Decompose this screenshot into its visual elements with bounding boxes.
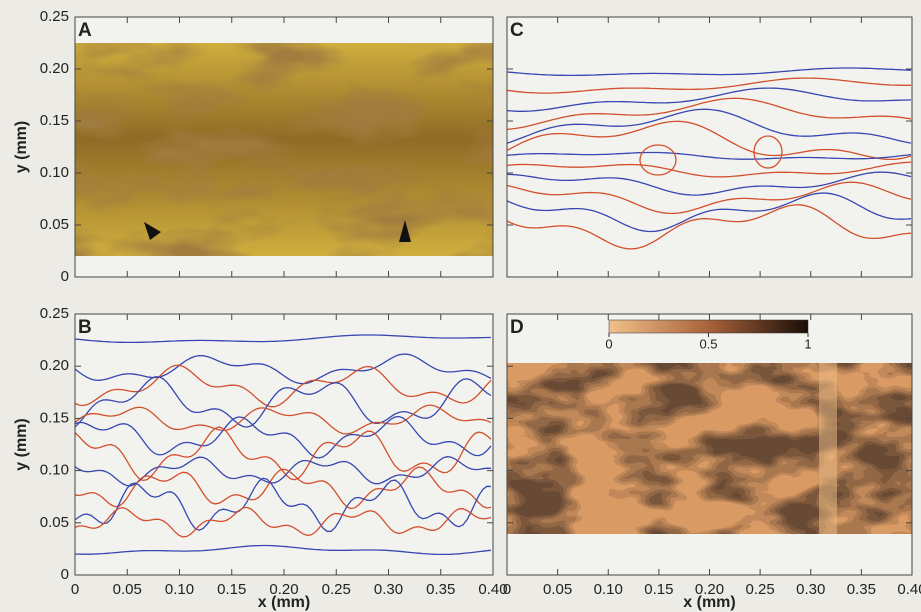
y-tick-label: 0.25 <box>40 8 69 25</box>
contour-line <box>75 376 492 428</box>
y-tick-label: 0.10 <box>40 462 69 479</box>
x-tick-label: 0.10 <box>165 581 194 598</box>
y-tick-label: 0.20 <box>40 357 69 374</box>
x-tick-label: 0.20 <box>269 581 298 598</box>
y-axis-label: y (mm) <box>13 121 30 173</box>
panel: 0 0.05 0.10 0.15 0.20 0.25 0.30 0.35 0.40 Dx (mm)… <box>503 313 921 611</box>
colorbar-tick-label: 1 <box>804 336 811 351</box>
x-tick-label: 0.25 <box>322 581 351 598</box>
contour-line <box>507 151 912 160</box>
x-tick-label: 0.40 <box>478 581 507 598</box>
x-tick-label: 0.30 <box>796 581 825 598</box>
image-stripe <box>819 363 837 534</box>
contour-loop <box>753 135 783 169</box>
x-tick-label: 0 <box>71 581 79 598</box>
contour-line <box>507 67 912 77</box>
plot-content <box>507 67 912 250</box>
x-tick-label: 0.35 <box>426 581 455 598</box>
y-tick-label: 0.25 <box>40 305 69 322</box>
colorbar <box>608 319 809 334</box>
y-tick-label: 0.20 <box>40 60 69 77</box>
y-axis-label: y (mm) <box>13 418 30 470</box>
x-tick-label: 0.30 <box>374 581 403 598</box>
contour-line <box>75 466 492 510</box>
x-tick-label: 0.10 <box>594 581 623 598</box>
contour-line <box>75 364 492 408</box>
y-tick-label: 0.15 <box>40 409 69 426</box>
contour-line <box>75 506 492 538</box>
contour-line <box>507 87 912 112</box>
plot-content <box>75 43 493 256</box>
x-tick-label: 0.40 <box>897 581 921 598</box>
x-tick-label: 0.25 <box>746 581 775 598</box>
x-axis-label: x (mm) <box>683 594 735 611</box>
x-tick-label: 0.05 <box>543 581 572 598</box>
contour-line <box>75 404 492 435</box>
contour-line <box>75 426 492 482</box>
panel-label: C <box>510 20 524 41</box>
contour-line <box>75 544 492 556</box>
contour-loop <box>639 144 677 176</box>
y-tick-label: 0 <box>61 268 69 285</box>
x-tick-label: 0.35 <box>847 581 876 598</box>
arrowhead <box>399 220 411 242</box>
contour-line <box>507 77 911 94</box>
x-axis-label: x (mm) <box>258 594 310 611</box>
contour-line <box>75 334 491 344</box>
panel-label: A <box>78 20 92 41</box>
x-tick-label: 0.05 <box>113 581 142 598</box>
contour-line <box>507 181 912 215</box>
x-tick-label: 0.15 <box>644 581 673 598</box>
contour-line <box>507 204 912 250</box>
contour-line <box>507 108 912 144</box>
panel-label: D <box>510 317 524 338</box>
x-tick-label: 0.20 <box>695 581 724 598</box>
arrowhead <box>144 222 161 240</box>
image-texture <box>507 363 912 534</box>
contour-line <box>75 353 492 385</box>
panel-label: B <box>78 317 92 338</box>
contour-line <box>75 477 492 532</box>
contour-line <box>507 97 912 131</box>
plot-area <box>75 314 493 575</box>
y-tick-label: 0.10 <box>40 164 69 181</box>
y-tick-label: 0.05 <box>40 216 69 233</box>
panel: 0 0.05 0.10 0.15 0.20 0.25 0.30 0.35 0.40 0 0.05 0.… <box>13 305 507 611</box>
panel: C <box>506 16 913 278</box>
colorbar-tick-label: 0.5 <box>699 336 717 351</box>
x-tick-label: 0 <box>503 581 511 598</box>
x-tick-label: 0.15 <box>217 581 246 598</box>
contour-line <box>507 192 912 233</box>
image-texture <box>75 43 493 256</box>
contour-line <box>507 120 912 161</box>
plot-area <box>507 17 912 277</box>
y-tick-label: 0.15 <box>40 112 69 129</box>
contour-line <box>507 161 912 178</box>
plot-content <box>507 363 912 534</box>
contour-line <box>507 171 912 196</box>
panel: 0 0.05 0.10 0.15 0.20 0.25 Ay (mm) <box>13 8 494 285</box>
y-tick-label: 0 <box>61 566 69 583</box>
y-tick-label: 0.05 <box>40 514 69 531</box>
plot-content <box>75 334 492 556</box>
contour-line <box>75 415 492 459</box>
colorbar-tick-label: 0 <box>605 336 612 351</box>
